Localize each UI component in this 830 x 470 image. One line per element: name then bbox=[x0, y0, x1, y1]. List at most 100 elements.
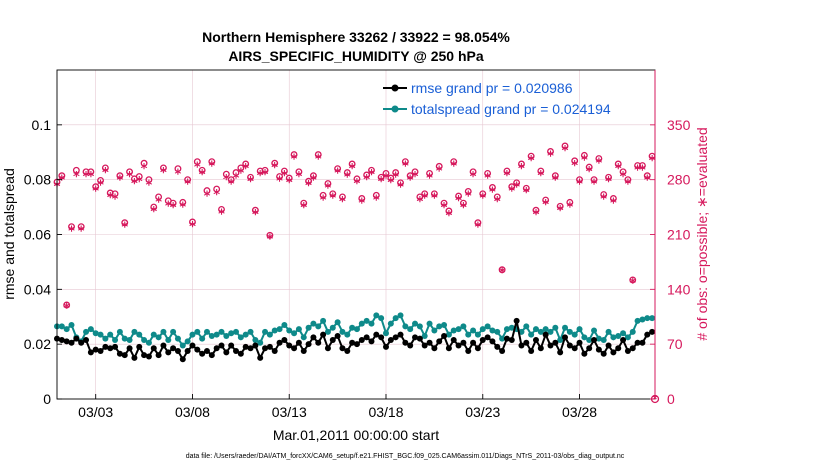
obs-possible-point bbox=[401, 158, 409, 166]
obs-evaluated-point: * bbox=[639, 163, 646, 178]
obs-evaluated-point: * bbox=[392, 171, 399, 186]
totalspread-point bbox=[605, 328, 612, 335]
rmse-point bbox=[586, 345, 593, 352]
rmse-point bbox=[155, 352, 162, 359]
totalspread-point bbox=[591, 327, 598, 334]
obs-evaluated-point: * bbox=[68, 225, 75, 240]
totalspread-point bbox=[344, 331, 351, 338]
obs-possible-point bbox=[571, 157, 579, 165]
y-tick-label: 0.1 bbox=[32, 117, 52, 133]
totalspread-point bbox=[174, 335, 181, 342]
totalspread-point bbox=[479, 326, 486, 333]
rmse-point bbox=[92, 346, 99, 353]
obs-evaluated-point: * bbox=[624, 178, 631, 193]
rmse-point bbox=[494, 343, 501, 350]
obs-evaluated-point: * bbox=[194, 160, 201, 175]
legend: rmse grand pr = 0.020986 totalspread gra… bbox=[383, 80, 611, 117]
obs-evaluated-point: * bbox=[591, 178, 598, 193]
rmse-point bbox=[421, 342, 428, 349]
obs-evaluated-point: * bbox=[237, 167, 244, 182]
rmse-point bbox=[262, 345, 269, 352]
obs-evaluated-point: * bbox=[121, 221, 128, 236]
totalspread-point bbox=[223, 332, 230, 339]
x-tick-label: 03/28 bbox=[562, 404, 597, 420]
obs-possible-point bbox=[605, 173, 613, 181]
rmse-point bbox=[373, 331, 380, 338]
obs-possible-point bbox=[290, 151, 298, 159]
totalspread-point bbox=[537, 328, 544, 335]
obs-evaluated-point: * bbox=[421, 192, 428, 207]
obs-possible-point bbox=[309, 172, 317, 180]
obs-possible-point bbox=[513, 179, 521, 187]
obs-possible-point bbox=[174, 165, 182, 173]
obs-possible-point bbox=[285, 174, 293, 182]
totalspread-point bbox=[179, 342, 186, 349]
obs-evaluated-point: * bbox=[552, 174, 559, 189]
rmse-point bbox=[523, 339, 530, 346]
obs-evaluated-point: * bbox=[281, 169, 288, 184]
rmse-point bbox=[257, 354, 264, 361]
totalspread-point bbox=[474, 331, 481, 338]
obs-evaluated-point: * bbox=[610, 196, 617, 211]
totalspread-point bbox=[136, 331, 143, 338]
obs-possible-point bbox=[522, 184, 530, 192]
rmse-point bbox=[460, 339, 467, 346]
obs-possible-point bbox=[348, 160, 356, 168]
totalspread-point bbox=[436, 323, 443, 330]
rmse-point bbox=[363, 334, 370, 341]
totalspread-point bbox=[218, 328, 225, 335]
rmse-point bbox=[237, 350, 244, 357]
rmse-point bbox=[465, 348, 472, 355]
totalspread-point bbox=[63, 326, 70, 333]
totalspread-point bbox=[252, 337, 259, 344]
totalspread-point bbox=[353, 326, 360, 333]
obs-possible-point bbox=[474, 219, 482, 227]
obs-evaluated-point: * bbox=[542, 198, 549, 213]
obs-evaluated-point: * bbox=[300, 201, 307, 216]
obs-possible-point bbox=[251, 206, 259, 214]
totalspread-point bbox=[233, 328, 240, 335]
obs-evaluated-point: * bbox=[416, 195, 423, 210]
totalspread-point bbox=[600, 337, 607, 344]
totalspread-point bbox=[412, 320, 419, 327]
obs-evaluated-point: * bbox=[141, 162, 148, 177]
obs-evaluated-point: * bbox=[557, 204, 564, 219]
totalspread-point bbox=[566, 328, 573, 335]
obs-evaluated-point: * bbox=[213, 188, 220, 203]
y-axis-title: rmse and totalspread bbox=[1, 168, 17, 300]
obs-possible-point bbox=[198, 166, 206, 174]
obs-possible-point bbox=[358, 195, 366, 202]
rmse-point bbox=[605, 342, 612, 349]
obs-possible-point bbox=[111, 190, 119, 198]
totalspread-point bbox=[262, 328, 269, 335]
rmse-point bbox=[649, 328, 656, 335]
obs-evaluated-point: * bbox=[179, 200, 186, 215]
rmse-point bbox=[581, 350, 588, 357]
obs-evaluated-point: * bbox=[78, 225, 85, 240]
obs-possible-point bbox=[227, 176, 235, 184]
rmse-point bbox=[189, 342, 196, 349]
x-tick-label: 03/03 bbox=[78, 404, 113, 420]
rmse-point bbox=[358, 337, 365, 344]
rmse-point bbox=[63, 338, 70, 345]
rmse-point bbox=[160, 342, 167, 349]
y2-axis-title: # of obs: o=possible; ∗=evaluated bbox=[694, 127, 710, 340]
totalspread-point bbox=[184, 338, 191, 345]
rmse-point bbox=[83, 337, 90, 344]
obs-evaluated-point: * bbox=[320, 193, 327, 208]
obs-evaluated-point: * bbox=[436, 164, 443, 179]
rmse-point bbox=[271, 348, 278, 355]
obs-evaluated-point: * bbox=[291, 153, 298, 168]
rmse-point bbox=[112, 343, 119, 350]
rmse-point bbox=[610, 349, 617, 356]
obs-evaluated-point: * bbox=[189, 220, 196, 235]
totalspread-point bbox=[378, 315, 385, 322]
obs-possible-point bbox=[324, 180, 332, 188]
obs-possible-point bbox=[193, 158, 201, 166]
rmse-point bbox=[179, 356, 186, 363]
rmse-point bbox=[518, 342, 525, 349]
totalspread-point bbox=[160, 328, 167, 335]
rmse-point bbox=[344, 348, 351, 355]
obs-possible-point bbox=[68, 223, 75, 231]
obs-possible-point bbox=[218, 205, 225, 213]
